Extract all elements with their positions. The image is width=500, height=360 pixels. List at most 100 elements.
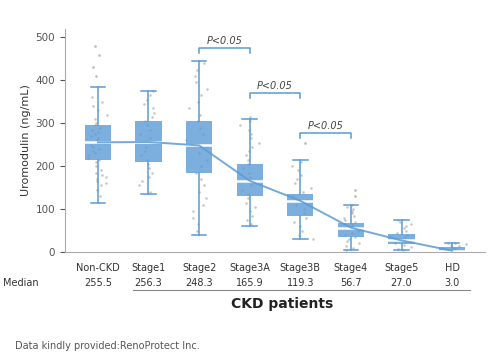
- Point: [402, 223, 409, 229]
- Point: [195, 150, 203, 156]
- Point: [144, 161, 152, 167]
- Bar: [287, 194, 314, 216]
- Text: Stage3A: Stage3A: [230, 263, 270, 273]
- Point: [392, 240, 400, 246]
- Text: HD: HD: [444, 263, 460, 273]
- Point: [142, 122, 150, 128]
- Point: [348, 202, 356, 208]
- Point: [202, 86, 210, 92]
- Point: [394, 217, 402, 223]
- Point: [448, 244, 456, 250]
- Point: [456, 243, 464, 249]
- Text: 27.0: 27.0: [390, 278, 412, 288]
- Point: [92, 163, 100, 169]
- Point: [91, 150, 99, 156]
- Point: [255, 140, 263, 145]
- Point: [296, 159, 304, 165]
- Point: [348, 223, 356, 229]
- Text: CKD patients: CKD patients: [232, 297, 334, 311]
- Point: [290, 219, 298, 225]
- Point: [146, 127, 154, 132]
- Point: [88, 95, 96, 100]
- Point: [95, 157, 103, 163]
- Point: [92, 176, 100, 182]
- Point: [394, 230, 402, 235]
- Point: [348, 208, 356, 214]
- Text: Stage2: Stage2: [182, 263, 216, 273]
- Point: [92, 178, 100, 184]
- Point: [399, 247, 407, 253]
- Bar: [236, 164, 263, 196]
- Point: [92, 73, 100, 79]
- Text: Stage4: Stage4: [334, 263, 368, 273]
- Point: [92, 120, 100, 126]
- Bar: [338, 223, 364, 237]
- Point: [141, 118, 149, 124]
- Point: [89, 148, 97, 154]
- Point: [246, 118, 254, 124]
- Point: [292, 180, 300, 186]
- Point: [93, 187, 101, 193]
- Text: 165.9: 165.9: [236, 278, 264, 288]
- Point: [199, 202, 207, 208]
- Point: [143, 157, 151, 163]
- Point: [238, 166, 246, 171]
- Point: [444, 248, 452, 254]
- Point: [400, 225, 407, 231]
- Point: [344, 204, 351, 210]
- Point: [292, 202, 300, 208]
- Point: [196, 112, 203, 117]
- Point: [244, 170, 252, 175]
- Point: [182, 138, 190, 143]
- Point: [246, 127, 254, 132]
- Point: [150, 140, 158, 145]
- Point: [197, 93, 205, 98]
- Point: [194, 118, 202, 124]
- Point: [351, 234, 359, 240]
- Text: Stage3B: Stage3B: [280, 263, 321, 273]
- Point: [146, 93, 154, 98]
- Point: [289, 193, 297, 199]
- Point: [407, 244, 415, 250]
- Point: [343, 238, 351, 244]
- Y-axis label: Uromodulin (ng/mL): Uromodulin (ng/mL): [22, 85, 32, 196]
- Point: [248, 144, 256, 150]
- Point: [91, 122, 99, 128]
- Point: [298, 228, 306, 233]
- Point: [300, 189, 308, 195]
- Point: [309, 236, 317, 242]
- Point: [148, 114, 156, 120]
- Point: [392, 236, 400, 242]
- Point: [91, 131, 99, 137]
- Point: [348, 211, 356, 216]
- Point: [245, 148, 253, 154]
- Point: [447, 242, 455, 248]
- Point: [192, 80, 200, 85]
- Point: [98, 172, 106, 177]
- Point: [88, 103, 96, 109]
- Text: 56.7: 56.7: [340, 278, 361, 288]
- Text: Median: Median: [2, 278, 38, 288]
- Point: [150, 88, 158, 94]
- Point: [340, 215, 348, 221]
- Point: [350, 245, 358, 251]
- Point: [102, 180, 110, 186]
- Point: [350, 213, 358, 219]
- Point: [202, 195, 210, 201]
- Point: [407, 221, 415, 227]
- Point: [94, 129, 102, 135]
- Text: 248.3: 248.3: [186, 278, 213, 288]
- Point: [94, 108, 102, 113]
- Point: [247, 178, 255, 184]
- Point: [250, 204, 258, 210]
- Point: [247, 183, 255, 188]
- Point: [197, 176, 205, 182]
- Point: [92, 159, 100, 165]
- Point: [247, 131, 255, 137]
- Point: [354, 240, 362, 246]
- Text: Data kindly provided:RenoProtect Inc.: Data kindly provided:RenoProtect Inc.: [15, 341, 200, 351]
- Point: [96, 193, 104, 199]
- Point: [86, 142, 94, 148]
- Point: [96, 146, 104, 152]
- Point: [236, 122, 244, 128]
